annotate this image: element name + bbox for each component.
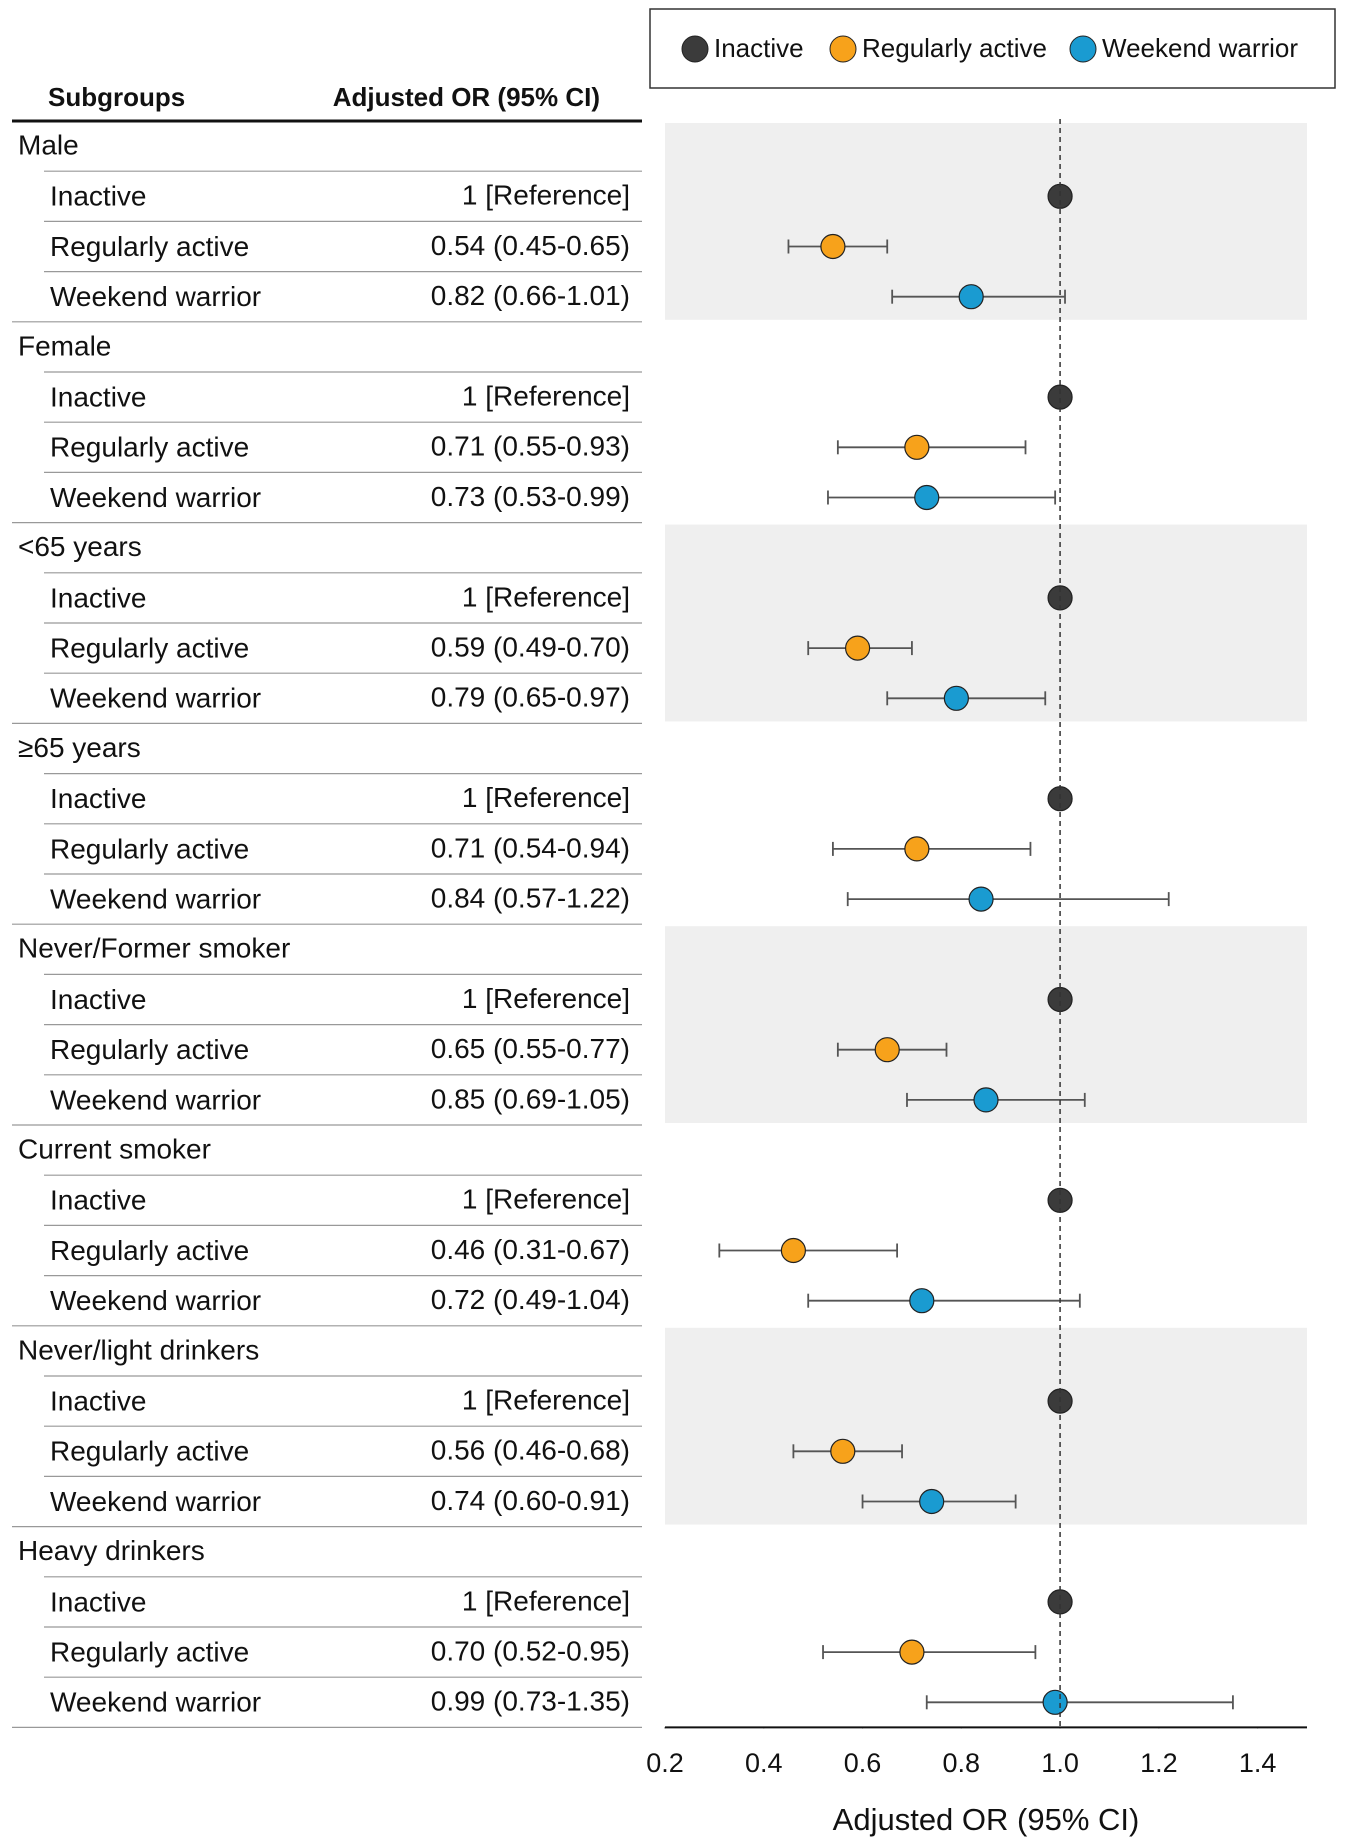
row-value: 1 [Reference] [462,983,630,1014]
legend-label: Regularly active [862,33,1047,63]
row-value: 0.65 (0.55-0.77) [431,1033,630,1064]
row-label: Inactive [50,984,147,1015]
row-label: Inactive [50,1185,147,1216]
group-label: ≥65 years [18,732,141,763]
group-band [665,524,1307,722]
row-label: Weekend warrior [50,683,261,714]
row-label: Inactive [50,181,147,212]
row-value: 1 [Reference] [462,380,630,411]
x-tick-label: 1.2 [1140,1748,1178,1778]
x-tick-label: 0.6 [844,1748,882,1778]
point [943,685,969,711]
legend-label: Weekend warrior [1102,33,1298,63]
row-label: Inactive [50,1385,147,1416]
row-label: Regularly active [50,231,249,262]
row-value: 0.85 (0.69-1.05) [431,1083,630,1114]
row-value: 0.59 (0.49-0.70) [431,631,630,662]
x-tick-label: 1.4 [1239,1748,1277,1778]
column-header: Adjusted OR (95% CI) [333,82,600,112]
row-value: 0.70 (0.52-0.95) [431,1635,630,1666]
group-label: Never/light drinkers [18,1334,259,1365]
x-tick-label: 1.0 [1041,1748,1079,1778]
row-label: Regularly active [50,1436,249,1467]
row-value: 1 [Reference] [462,1184,630,1215]
row-label: Regularly active [50,1636,249,1667]
row-value: 1 [Reference] [462,1585,630,1616]
group-label: <65 years [18,531,142,562]
row-value: 1 [Reference] [462,581,630,612]
point [830,1438,856,1464]
x-axis-label: Adjusted OR (95% CI) [833,1802,1140,1837]
point [904,836,930,862]
point [874,1037,900,1063]
group-label: Current smoker [18,1133,211,1164]
row-label: Inactive [50,582,147,613]
legend-marker [1069,35,1097,63]
point [1047,1589,1073,1615]
row-value: 1 [Reference] [462,1384,630,1415]
row-value: 0.71 (0.55-0.93) [431,431,630,462]
row-label: Regularly active [50,1034,249,1065]
row-label: Weekend warrior [50,883,261,914]
row-value: 0.73 (0.53-0.99) [431,481,630,512]
column-header: Subgroups [48,82,185,112]
point [958,284,984,310]
group-label: Never/Former smoker [18,933,290,964]
x-tick-label: 0.8 [943,1748,981,1778]
x-tick-label: 0.2 [646,1748,684,1778]
point [1047,384,1073,410]
row-value: 0.79 (0.65-0.97) [431,682,630,713]
row-value: 0.82 (0.66-1.01) [431,280,630,311]
point [914,484,940,511]
row-value: 1 [Reference] [462,782,630,813]
legend-marker [829,35,857,63]
row-label: Weekend warrior [50,1687,261,1718]
legend-marker [681,35,709,63]
point [909,1288,935,1314]
point [1042,1689,1068,1715]
point [899,1639,925,1665]
row-label: Weekend warrior [50,1285,261,1316]
row-label: Regularly active [50,1235,249,1266]
x-tick-label: 0.4 [745,1748,783,1778]
row-value: 0.74 (0.60-0.91) [431,1485,630,1516]
point [973,1087,999,1113]
group-band [665,123,1307,320]
point [1047,986,1073,1013]
legend-label: Inactive [714,33,804,63]
row-label: Regularly active [50,632,249,663]
point [968,886,994,912]
row-label: Weekend warrior [50,1084,261,1115]
legend-box [649,8,1336,89]
row-value: 0.84 (0.57-1.22) [431,882,630,913]
row-label: Inactive [50,783,147,814]
row-value: 0.72 (0.49-1.04) [431,1284,630,1315]
point [780,1237,807,1264]
row-label: Regularly active [50,432,249,463]
point [844,635,871,661]
row-value: 0.54 (0.45-0.65) [431,230,630,261]
row-value: 1 [Reference] [462,180,630,211]
group-band [665,1327,1307,1525]
row-value: 0.56 (0.46-0.68) [431,1435,630,1466]
point [820,233,846,260]
row-label: Weekend warrior [50,281,261,312]
row-label: Inactive [50,381,147,412]
group-label: Male [18,129,79,160]
group-label: Female [18,330,111,361]
point [904,434,930,460]
row-label: Weekend warrior [50,482,261,513]
row-value: 0.46 (0.31-0.67) [431,1234,630,1265]
row-label: Regularly active [50,833,249,864]
group-label: Heavy drinkers [18,1535,205,1566]
point [919,1488,945,1515]
row-label: Inactive [50,1586,147,1617]
row-value: 0.71 (0.54-0.94) [431,832,630,863]
row-label: Weekend warrior [50,1486,261,1517]
row-value: 0.99 (0.73-1.35) [431,1686,630,1717]
